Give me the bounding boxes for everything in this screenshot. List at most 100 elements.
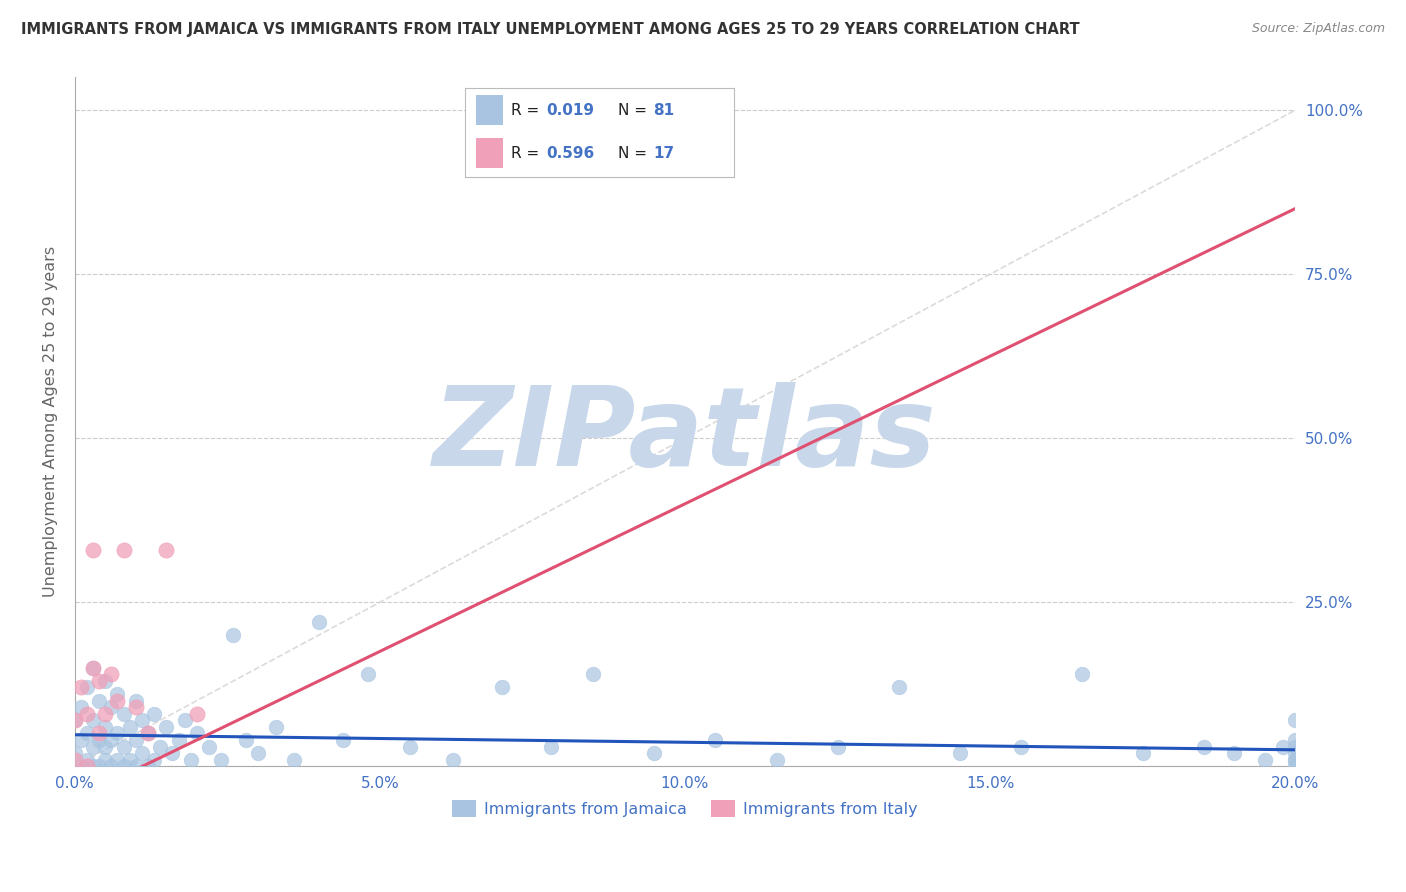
Point [827,739,849,754]
Point [63,714,86,728]
Point [82,661,104,675]
Point [131,714,153,728]
Point [246,746,269,760]
Point [136,726,159,740]
Point [1253,753,1275,767]
Point [155,542,177,557]
Point [222,628,245,642]
Point [76,726,98,740]
Point [235,733,257,747]
Point [107,693,129,707]
Point [70,700,93,714]
Point [100,759,122,773]
Point [112,706,135,721]
Point [107,726,129,740]
Point [162,746,184,760]
Point [198,739,221,754]
Point [70,733,93,747]
Point [1070,667,1092,681]
Point [76,681,98,695]
Point [100,733,122,747]
Point [82,739,104,754]
Point [1132,746,1154,760]
Point [1284,759,1306,773]
Point [186,706,208,721]
Point [167,733,190,747]
Point [125,733,148,747]
Point [89,693,111,707]
Point [155,720,177,734]
Point [82,661,104,675]
Point [1284,714,1306,728]
Point [209,753,232,767]
Point [118,720,141,734]
Point [125,693,148,707]
Point [1284,746,1306,760]
Point [704,733,727,747]
Point [765,753,787,767]
Point [173,714,195,728]
Point [107,687,129,701]
Text: ZIPatlas: ZIPatlas [433,382,936,489]
Point [136,759,159,773]
Point [76,753,98,767]
Text: Source: ZipAtlas.com: Source: ZipAtlas.com [1251,22,1385,36]
Point [125,759,148,773]
Point [63,753,86,767]
Point [887,681,910,695]
Point [89,726,111,740]
Point [948,746,970,760]
Point [264,720,287,734]
Point [70,681,93,695]
Point [1284,753,1306,767]
Point [1284,739,1306,754]
Point [94,739,117,754]
Point [399,739,422,754]
Point [125,700,148,714]
Point [180,753,202,767]
Point [308,615,330,629]
Point [1271,739,1294,754]
Point [76,759,98,773]
Point [143,706,166,721]
Point [112,759,135,773]
Point [332,733,354,747]
Point [1192,739,1215,754]
Point [82,759,104,773]
Point [100,700,122,714]
Point [112,542,135,557]
Point [540,739,562,754]
Point [112,739,135,754]
Point [131,746,153,760]
Point [76,706,98,721]
Point [118,753,141,767]
Point [186,726,208,740]
Point [107,753,129,767]
Point [143,753,166,767]
Point [89,759,111,773]
Point [1223,746,1246,760]
Point [63,714,86,728]
Point [70,759,93,773]
Point [491,681,513,695]
Point [441,753,464,767]
Point [89,733,111,747]
Point [1284,733,1306,747]
Point [357,667,380,681]
Point [1010,739,1032,754]
Y-axis label: Unemployment Among Ages 25 to 29 years: Unemployment Among Ages 25 to 29 years [44,246,58,598]
Point [136,726,159,740]
Point [82,542,104,557]
Point [149,739,172,754]
Point [94,753,117,767]
Point [63,746,86,760]
Point [643,746,665,760]
Point [1284,753,1306,767]
Point [94,673,117,688]
Text: IMMIGRANTS FROM JAMAICA VS IMMIGRANTS FROM ITALY UNEMPLOYMENT AMONG AGES 25 TO 2: IMMIGRANTS FROM JAMAICA VS IMMIGRANTS FR… [21,22,1080,37]
Point [582,667,605,681]
Point [100,667,122,681]
Point [82,714,104,728]
Point [283,753,305,767]
Legend: Immigrants from Jamaica, Immigrants from Italy: Immigrants from Jamaica, Immigrants from… [446,794,924,823]
